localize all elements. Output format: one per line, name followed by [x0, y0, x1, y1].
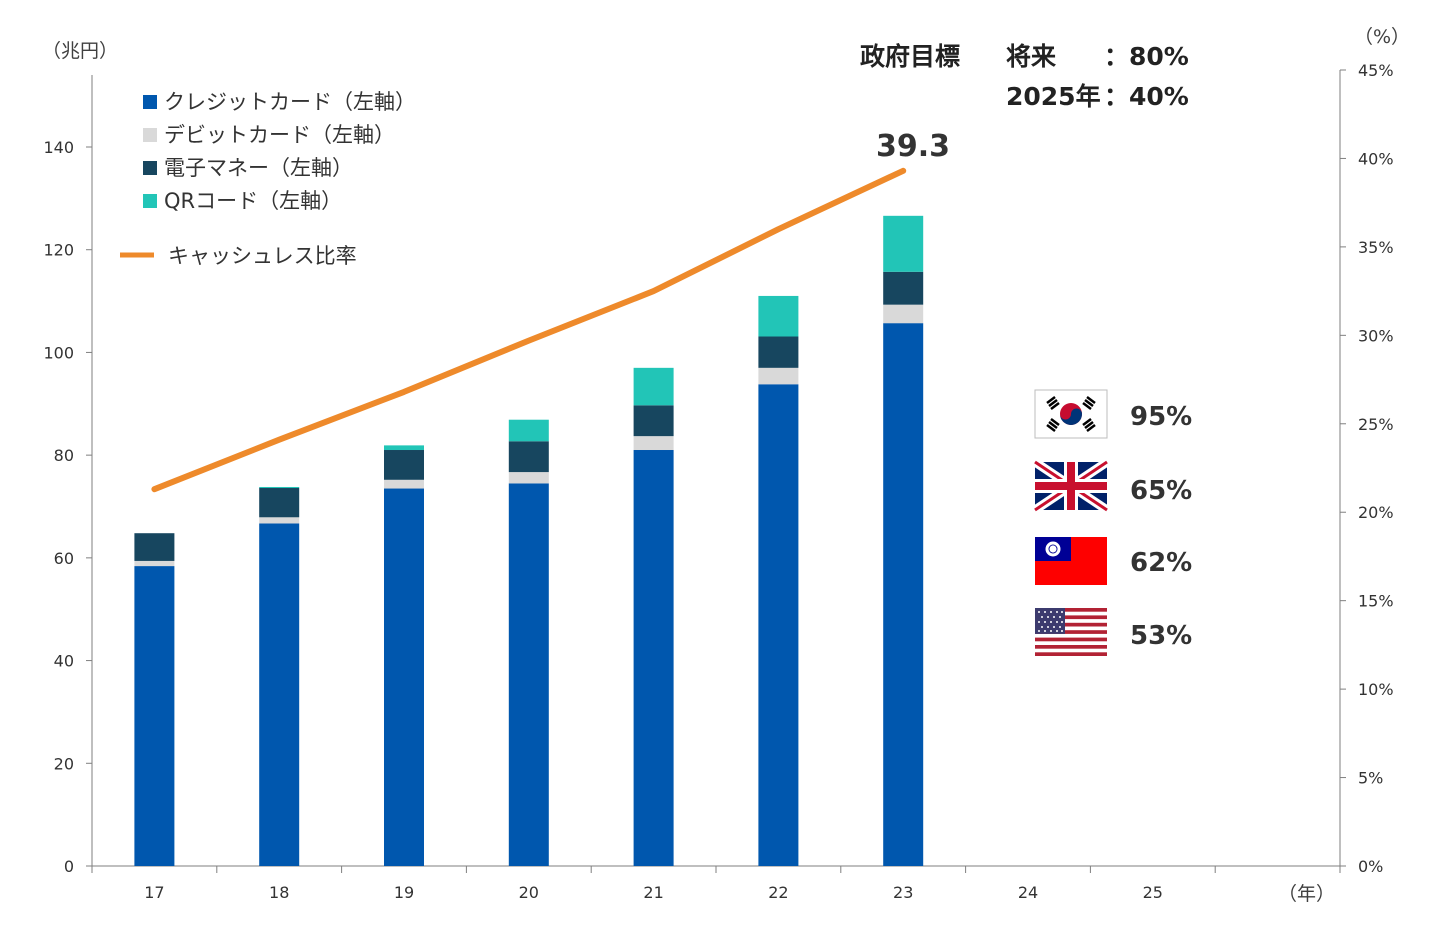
- legend-swatch-credit: [143, 95, 157, 109]
- government-target: 政府目標 将来 ：80% 2025年 ：40%: [860, 42, 1189, 111]
- uk-flag-icon: [1032, 458, 1110, 514]
- legend-label-credit: クレジットカード（左軸）: [164, 90, 416, 114]
- bar-qr: [883, 215, 924, 272]
- bar-emoney: [384, 450, 424, 480]
- target-future-value: ：80%: [1104, 42, 1189, 71]
- right-axis-unit: （%）: [1354, 26, 1410, 48]
- bar-debit: [633, 436, 674, 451]
- bar-qr: [508, 419, 549, 442]
- target-2025-value: ：40%: [1104, 82, 1189, 111]
- bar-debit: [508, 472, 549, 484]
- legend-label-qr: QRコード（左軸）: [164, 189, 342, 213]
- right-tick-label: 40%: [1358, 149, 1394, 168]
- bars: [134, 215, 924, 866]
- bar-emoney: [758, 336, 799, 368]
- taiwan-flag-icon: [1035, 537, 1107, 585]
- right-tick-label: 45%: [1358, 61, 1394, 80]
- bar-emoney: [883, 271, 924, 305]
- ratio-line: [151, 167, 907, 493]
- x-axis-unit: （年）: [1278, 883, 1335, 905]
- legend-label-ratio: キャッシュレス比率: [168, 244, 357, 268]
- bar-debit: [758, 367, 799, 385]
- right-tick-label: 5%: [1358, 769, 1383, 788]
- usa-value: 53%: [1130, 621, 1192, 651]
- bar-credit: [758, 384, 799, 866]
- bar-debit: [883, 304, 924, 324]
- bar-qr: [633, 367, 674, 406]
- target-future-key: 将来: [1006, 42, 1057, 71]
- bar-qr: [259, 486, 300, 489]
- bar-qr: [758, 295, 799, 337]
- left-tick-label: 100: [43, 343, 74, 362]
- taiwan-value: 62%: [1130, 548, 1192, 578]
- right-tick-label: 10%: [1358, 680, 1394, 699]
- country-comparison: 95% 65% 62%: [1032, 389, 1192, 656]
- korea-value: 95%: [1130, 402, 1192, 432]
- legend-swatch-emoney: [143, 161, 157, 175]
- bar-emoney: [134, 533, 175, 561]
- ticks: 0 20 40 60 80 100 120 140 0% 5% 10% 15% 20% 25% 30% 35%…: [43, 61, 1393, 902]
- x-tick-label: 17: [144, 883, 164, 902]
- bar-credit: [259, 523, 300, 866]
- legend-swatch-qr: [143, 194, 157, 208]
- legend-label-debit: デビットカード（左軸）: [164, 123, 395, 147]
- bar-credit: [883, 323, 924, 866]
- korea-flag-icon: [1034, 389, 1108, 439]
- target-2025-key: 2025年: [1006, 82, 1101, 111]
- left-tick-label: 20: [54, 754, 74, 773]
- legend-swatch-debit: [143, 128, 157, 142]
- left-tick-label: 140: [43, 138, 74, 157]
- left-tick-label: 40: [54, 652, 74, 671]
- bar-emoney: [259, 488, 300, 518]
- right-tick-label: 15%: [1358, 592, 1394, 611]
- bar-credit: [384, 488, 424, 866]
- target-label: 政府目標: [860, 42, 960, 71]
- bar-debit: [134, 560, 175, 567]
- bar-credit: [508, 483, 549, 866]
- ratio-peak-label: 39.3: [876, 129, 950, 164]
- legend: クレジットカード（左軸） デビットカード（左軸） 電子マネー（左軸） QRコード…: [120, 90, 416, 268]
- uk-value: 65%: [1130, 476, 1192, 506]
- bar-emoney: [633, 405, 674, 437]
- left-tick-label: 80: [54, 446, 74, 465]
- bar-debit: [384, 479, 424, 489]
- left-axis-unit: （兆円）: [42, 40, 118, 62]
- bar-qr: [384, 445, 424, 451]
- left-tick-label: 120: [43, 241, 74, 260]
- x-tick-label: 24: [1018, 883, 1038, 902]
- legend-label-emoney: 電子マネー（左軸）: [164, 156, 353, 180]
- right-tick-label: 30%: [1358, 326, 1394, 345]
- x-tick-label: 20: [519, 883, 539, 902]
- bar-credit: [134, 566, 175, 866]
- x-tick-label: 18: [269, 883, 289, 902]
- right-tick-label: 25%: [1358, 415, 1394, 434]
- usa-flag-icon: [1035, 608, 1107, 656]
- x-tick-label: 22: [768, 883, 788, 902]
- right-tick-label: 20%: [1358, 503, 1394, 522]
- right-tick-label: 35%: [1358, 238, 1394, 257]
- ratio-line-layer: [151, 167, 907, 493]
- bar-emoney: [508, 441, 549, 473]
- x-tick-label: 23: [893, 883, 913, 902]
- x-tick-label: 21: [643, 883, 663, 902]
- x-tick-label: 19: [394, 883, 414, 902]
- left-tick-label: 0: [64, 857, 74, 876]
- right-tick-label: 0%: [1358, 857, 1383, 876]
- left-tick-label: 60: [54, 549, 74, 568]
- x-tick-label: 25: [1143, 883, 1163, 902]
- bar-credit: [633, 450, 674, 866]
- bar-debit: [259, 517, 300, 524]
